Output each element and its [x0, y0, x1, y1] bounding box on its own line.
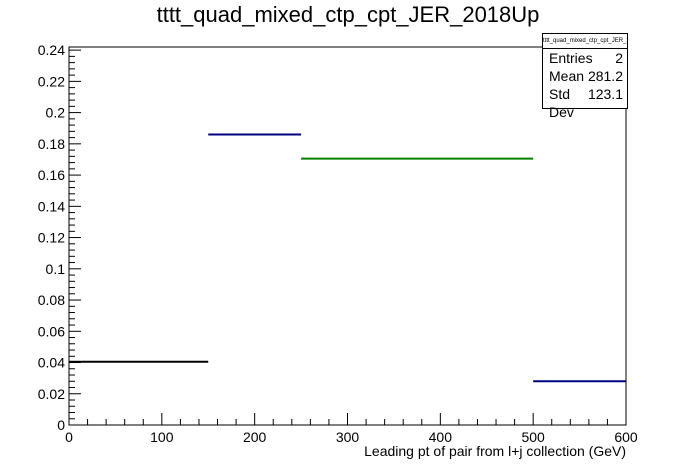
- x-tick-label: 0: [65, 429, 73, 445]
- y-tick-label: 0.16: [38, 167, 65, 183]
- y-tick-label: 0.1: [46, 261, 66, 277]
- y-tick-label: 0.12: [38, 230, 65, 246]
- x-tick-label: 200: [243, 429, 267, 445]
- histogram-bins: [69, 133, 626, 383]
- chart-title: tttt_quad_mixed_ctp_cpt_JER_2018Up: [156, 2, 540, 27]
- y-tick-label: 0.04: [38, 355, 65, 371]
- x-tick-label: 100: [150, 429, 174, 445]
- stats-value: 2: [615, 50, 623, 66]
- x-tick-label: 400: [429, 429, 453, 445]
- stats-label: Entries: [549, 50, 593, 66]
- y-tick-label: 0.06: [38, 323, 65, 339]
- y-tick-label: 0.2: [46, 105, 66, 121]
- axes: 0 0.02 0.04 0.06 0.08 0.1 0.12 0.14 0.16 0.18 0.2 0…: [38, 42, 638, 459]
- x-tick-label: 500: [521, 429, 545, 445]
- stats-row-std-dev: Std Dev 123.1: [543, 85, 627, 121]
- stats-box: tttt_quad_mixed_ctp_cpt_JER_2018Up Entri…: [542, 33, 628, 120]
- y-tick-label: 0.14: [38, 198, 65, 214]
- y-tick-label: 0.24: [38, 42, 65, 58]
- y-tick-label: 0.08: [38, 292, 65, 308]
- y-tick-label: 0: [57, 417, 65, 433]
- stats-label: Std Dev: [549, 86, 574, 120]
- stats-row-entries: Entries 2: [543, 49, 627, 67]
- stats-value: 123.1: [587, 86, 623, 102]
- stats-box-title: tttt_quad_mixed_ctp_cpt_JER_2018Up: [543, 34, 627, 49]
- stats-label: Mean: [549, 68, 585, 84]
- y-tick-label: 0.02: [38, 386, 65, 402]
- x-tick-label: 600: [614, 429, 638, 445]
- stats-value: 281.2: [587, 68, 623, 84]
- y-tick-label: 0.18: [38, 136, 65, 152]
- stats-row-mean: Mean 281.2: [543, 67, 627, 85]
- x-tick-label: 300: [336, 429, 360, 445]
- x-axis-label: Leading pt of pair from l+j collection (…: [364, 443, 626, 459]
- y-tick-label: 0.22: [38, 73, 65, 89]
